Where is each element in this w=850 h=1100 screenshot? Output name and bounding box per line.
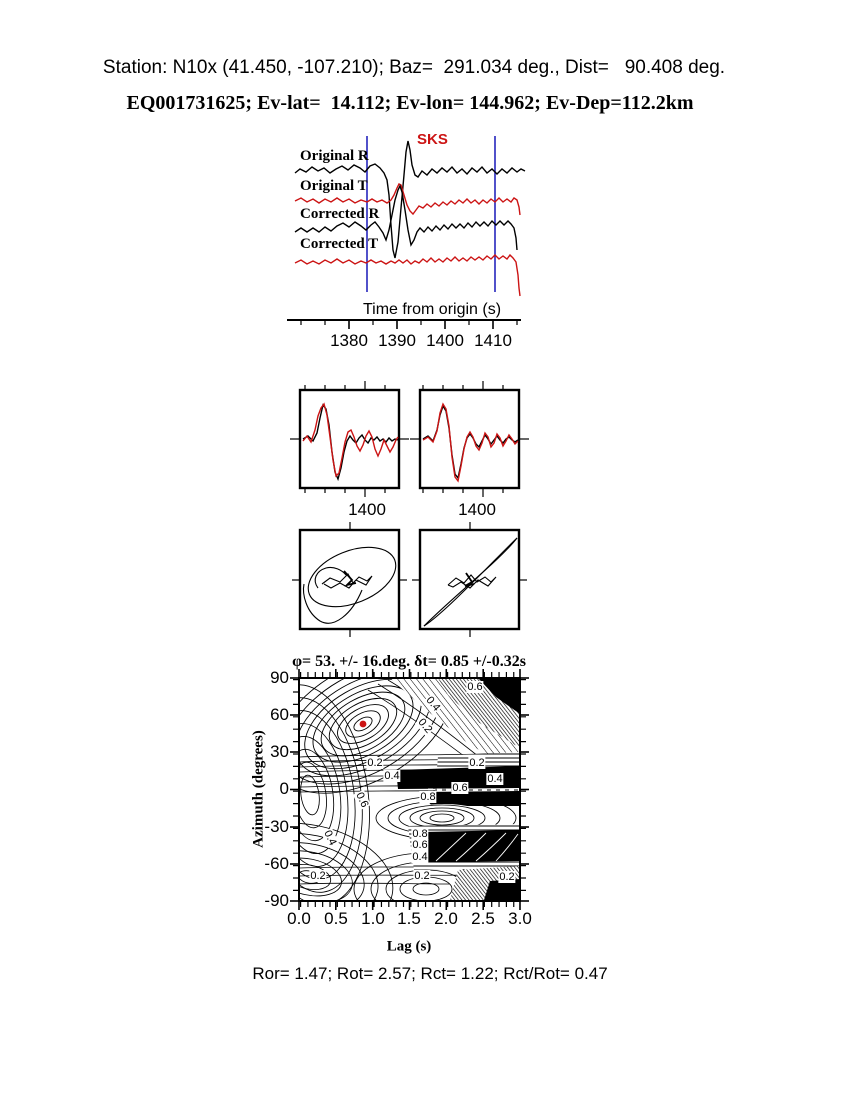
time-axis	[287, 319, 521, 329]
xtick-15: 1.5	[397, 909, 421, 928]
xtick-25: 2.5	[471, 909, 495, 928]
contour-label: 0.6	[411, 839, 429, 851]
particle-motion-right	[412, 522, 527, 637]
trace-label-original-t: Original T	[300, 178, 368, 194]
time-tick-1380: 1380	[330, 331, 368, 350]
xtick-05: 0.5	[324, 909, 348, 928]
trace-label-original-r: Original R	[300, 148, 369, 164]
comparison-right-trace-1	[422, 404, 519, 480]
event-title: EQ001731625; Ev-lat= 14.112; Ev-lon= 144…	[126, 92, 694, 114]
time-tick-1410: 1410	[474, 331, 512, 350]
phase-label-sks: SKS	[417, 131, 448, 148]
station-title: Station: N10x (41.450, -107.210); Baz= 2…	[102, 57, 726, 78]
contour-art	[300, 679, 519, 900]
contour-label: 0.4	[411, 851, 429, 863]
contour-label: 0.2	[366, 757, 384, 769]
particle-ellipse	[302, 546, 397, 624]
ytick-0: 0	[279, 779, 289, 798]
comparison-right-tick: 1400	[458, 500, 496, 519]
time-tick-1390: 1390	[378, 331, 416, 350]
contour-label: 0.2	[309, 870, 327, 882]
ytick-m60: -60	[264, 854, 289, 873]
trace-original-t	[294, 183, 521, 216]
comparison-left-tick: 1400	[348, 500, 386, 519]
waveform-traces	[294, 140, 526, 297]
contour-label: 0.2	[468, 757, 486, 769]
time-tick-1400: 1400	[426, 331, 464, 350]
best-fit-dot	[359, 720, 367, 728]
results-line: Ror= 1.47; Rot= 2.57; Rct= 1.22; Rct/Rot…	[252, 964, 608, 983]
comparison-right-trace-2	[422, 402, 519, 483]
xtick-30: 3.0	[508, 909, 532, 928]
ytick-60: 60	[270, 705, 289, 724]
contour-label: 0.2	[498, 871, 516, 883]
ytick-30: 30	[270, 742, 289, 761]
contour-xlabel: Lag (s)	[386, 938, 432, 955]
contour-label: 0.8	[419, 791, 437, 803]
time-axis-label: Time from origin (s)	[362, 301, 502, 318]
contour-label: 0.6	[466, 681, 484, 693]
contour-label: 0.4	[486, 773, 504, 785]
comparison-left-trace-2	[302, 402, 399, 478]
ytick-90: 90	[270, 668, 289, 687]
xtick-10: 1.0	[361, 909, 385, 928]
contour-label: 0.4	[383, 770, 401, 782]
particle-motion-left	[292, 522, 407, 637]
trace-corrected-t	[294, 253, 521, 297]
trace-corrected-r	[294, 184, 518, 251]
xtick-0: 0.0	[287, 909, 311, 928]
comparison-panel-left	[290, 381, 409, 497]
contour-label: 0.6	[451, 782, 469, 794]
contour-ticks	[290, 669, 529, 910]
contour-label: 0.8	[411, 828, 429, 840]
ytick-m90: -90	[264, 891, 289, 910]
trace-label-corrected-r: Corrected R	[300, 206, 380, 222]
particle-linear	[423, 537, 518, 627]
error-surface	[290, 669, 529, 910]
trace-original-r	[294, 140, 526, 259]
analysis-window-markers	[366, 136, 496, 292]
xtick-20: 2.0	[434, 909, 458, 928]
trace-label-corrected-t: Corrected T	[300, 236, 379, 252]
contour-label: 0.2	[413, 870, 431, 882]
comparison-panel-right	[410, 381, 529, 497]
ytick-m30: -30	[264, 817, 289, 836]
contour-title: φ= 53. +/- 16.deg. δt= 0.85 +/-0.32s	[292, 653, 526, 670]
